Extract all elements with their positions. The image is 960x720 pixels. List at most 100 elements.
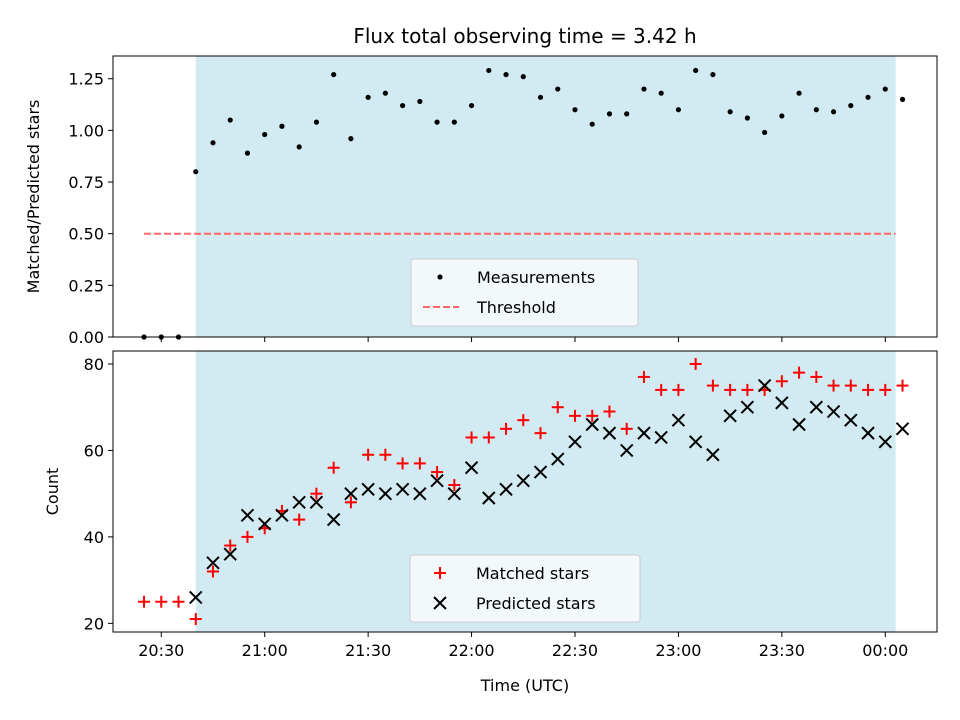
matched-star-point <box>603 405 616 418</box>
predicted-star-point <box>223 547 237 561</box>
matched-star-point <box>431 466 444 479</box>
matched-star-point <box>827 379 840 392</box>
x-tick-label: 20:30 <box>138 641 184 660</box>
y-tick-label: 60 <box>84 441 104 460</box>
measurement-point <box>382 90 388 96</box>
measurement-point <box>727 109 733 115</box>
top-panel: 0.00 0.25 0.50 0.75 1.00 1.25 Matched/Predict… <box>24 55 938 347</box>
x-tick-label: 21:30 <box>345 641 391 660</box>
measurement-point <box>468 102 475 109</box>
predicted-star-point <box>292 495 306 510</box>
chart-title: Flux total observing time = 3.42 h <box>353 24 696 48</box>
predicted-star-point <box>568 435 582 449</box>
matched-star-point <box>637 370 650 383</box>
predicted-star-point <box>447 486 462 501</box>
y-tick-label: 20 <box>84 614 104 633</box>
matched-star-point <box>344 496 357 509</box>
matched-star-point <box>672 383 685 396</box>
x-tick-label: 23:00 <box>655 641 701 660</box>
matched-star-point <box>172 595 185 608</box>
matched-star-point <box>293 513 306 526</box>
bottom-x-ticks: 20:30 21:00 21:30 22:00 22:30 23:00 23:30 00:00 <box>138 632 908 660</box>
matched-star-point <box>586 409 599 422</box>
measurement-point <box>348 136 354 142</box>
matched-star-point <box>689 357 702 370</box>
y-tick-label: 1.00 <box>68 121 104 140</box>
measurement-point <box>451 119 457 125</box>
predicted-star-point <box>740 400 755 414</box>
top-y-axis-label: Matched/Predicted stars <box>24 100 43 294</box>
y-tick-label: 1.25 <box>68 70 104 89</box>
matched-star-point <box>448 479 461 492</box>
matched-star-point <box>741 383 754 396</box>
top-y-ticks: 0.00 0.25 0.50 0.75 1.00 1.25 <box>68 70 113 347</box>
bottom-y-axis-label: Count <box>43 468 62 516</box>
matched-star-point <box>896 379 909 392</box>
bottom-axes-frame <box>112 350 938 633</box>
measurement-point <box>486 67 492 74</box>
measurement-point <box>813 107 819 113</box>
predicted-star-point <box>516 473 530 488</box>
x-tick-label: 00:00 <box>862 641 908 660</box>
measurement-point <box>641 86 647 92</box>
predicted-star-point <box>706 448 720 462</box>
measurement-point <box>537 94 544 100</box>
predicted-star-point <box>809 400 824 414</box>
y-tick-label: 0.50 <box>68 225 104 244</box>
legend-label-predicted: Predicted stars <box>476 594 596 613</box>
top-axes-frame <box>112 55 938 338</box>
top-legend: Measurements Threshold <box>410 258 639 327</box>
matched-star-point <box>844 379 857 392</box>
matched-star-point <box>810 370 823 383</box>
measurement-point <box>830 109 837 115</box>
predicted-star-point <box>257 517 272 531</box>
predicted-star-point <box>792 417 806 432</box>
measurement-point <box>796 90 802 96</box>
measurement-point <box>417 98 423 105</box>
predicted-star-point <box>326 512 341 527</box>
measurement-point <box>865 94 871 100</box>
measurement-point <box>279 123 285 129</box>
predicted-star-point <box>895 422 910 436</box>
y-tick-label: 0.75 <box>68 173 104 192</box>
matched-star-point <box>138 595 151 608</box>
measurement-point <box>899 96 906 102</box>
predicted-star-point <box>688 435 703 449</box>
predicted-star-point <box>826 404 841 419</box>
x-tick-label: 21:00 <box>242 641 288 660</box>
matched-star-point <box>206 565 219 578</box>
matched-star-point <box>620 422 633 435</box>
measurement-point <box>572 107 578 113</box>
matched-star-point <box>655 383 668 396</box>
x-tick-label: 23:30 <box>759 641 805 660</box>
predicted-star-point <box>189 590 203 605</box>
predicted-star-point <box>671 413 686 427</box>
legend-label-matched: Matched stars <box>476 564 589 583</box>
predicted-star-point <box>551 452 565 466</box>
matched-star-point <box>482 431 495 444</box>
legend-marker-matched <box>434 567 446 579</box>
measurement-point <box>675 107 682 113</box>
x-axis-label: Time (UTC) <box>480 676 569 695</box>
predicted-star-point <box>206 556 220 570</box>
matched-star-point <box>310 487 323 500</box>
predicted-star-point <box>602 426 617 440</box>
matched-star-point <box>155 595 168 608</box>
measurement-point <box>400 102 406 109</box>
matched-star-point <box>879 383 892 396</box>
y-tick-label: 0.00 <box>68 328 104 347</box>
measurement-point <box>193 169 199 175</box>
bottom-y-ticks: 20 40 60 80 <box>84 355 113 633</box>
measurement-point <box>762 129 768 136</box>
predicted-star-point <box>585 417 599 432</box>
x-tick-label: 22:30 <box>552 641 598 660</box>
predicted-star-point <box>344 486 358 501</box>
matched-star-point <box>327 461 340 474</box>
predicted-star-point <box>361 482 375 497</box>
matched-star-point <box>724 383 737 396</box>
legend-label-threshold: Threshold <box>476 298 556 317</box>
measurement-point <box>365 94 371 100</box>
matched-star-point <box>793 366 806 379</box>
predicted-star-point <box>619 443 634 458</box>
